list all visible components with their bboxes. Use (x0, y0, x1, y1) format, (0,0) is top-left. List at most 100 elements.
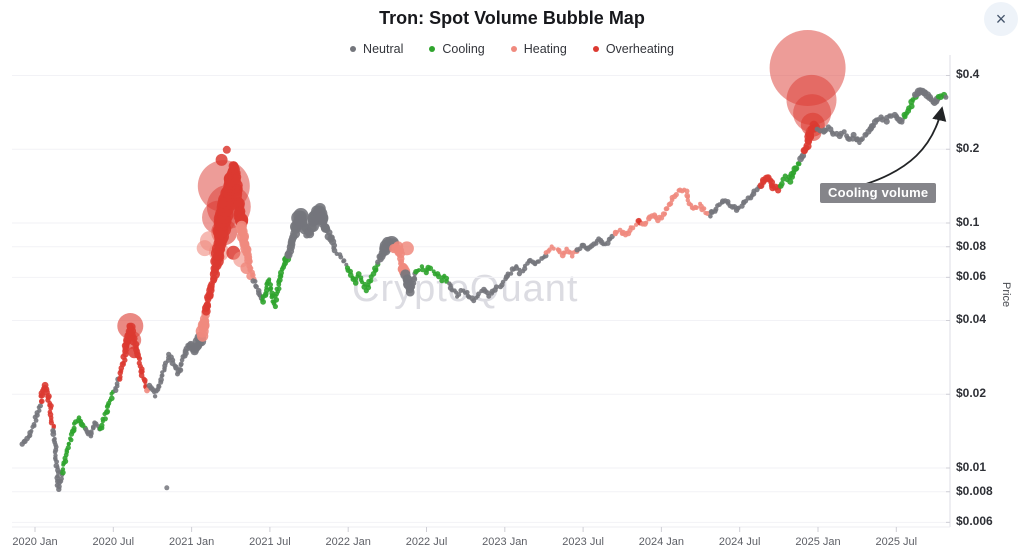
price-dot (60, 467, 66, 472)
price-dot (89, 429, 94, 435)
price-dot (177, 367, 182, 372)
price-dot (253, 279, 258, 284)
price-dot (68, 436, 73, 441)
price-dot (104, 408, 111, 415)
price-dots (19, 87, 949, 492)
price-dot (50, 431, 57, 437)
price-dot (272, 303, 278, 310)
price-dot (493, 284, 499, 290)
price-dot (708, 214, 713, 219)
price-dot (557, 250, 562, 255)
price-dot (159, 373, 164, 378)
price-dot (782, 173, 788, 179)
price-dot (48, 405, 54, 411)
price-dot (39, 399, 44, 404)
price-dot (713, 206, 719, 212)
price-dot (60, 469, 66, 476)
price-dot (694, 205, 699, 210)
price-dot (355, 271, 362, 277)
price-dot (59, 476, 64, 482)
price-dot (175, 371, 180, 377)
price-dot (276, 286, 282, 292)
price-dot (250, 272, 256, 278)
price-dot (102, 416, 108, 422)
price-dot (136, 356, 143, 362)
price-dot (943, 94, 949, 100)
price-dot (37, 403, 44, 409)
price-dot (551, 246, 556, 251)
price-dot (338, 254, 344, 260)
price-dot (253, 284, 259, 290)
volume-bubble (196, 240, 213, 257)
price-dot (268, 282, 274, 287)
price-dot (71, 425, 77, 431)
price-dot (152, 394, 158, 399)
price-dot (536, 259, 541, 264)
price-dot (341, 259, 346, 264)
price-dot (634, 222, 639, 227)
price-dot (644, 220, 649, 225)
close-button[interactable]: × (984, 2, 1018, 36)
price-dot (54, 459, 59, 465)
price-dot (841, 129, 847, 135)
price-dot (799, 152, 807, 159)
price-dot (52, 449, 58, 455)
price-dot (158, 376, 164, 383)
price-dot (76, 415, 82, 421)
price-dot (99, 422, 105, 428)
price-dot (562, 250, 568, 255)
annotation-arrow (865, 106, 947, 185)
price-dot (156, 383, 161, 388)
price-dot (517, 267, 522, 272)
price-dot (664, 206, 670, 212)
price-dot (663, 211, 667, 216)
price-dot (486, 293, 492, 299)
price-dot (508, 271, 514, 276)
price-dot (427, 265, 434, 272)
price-dot (66, 441, 71, 446)
price-dot (668, 201, 674, 207)
price-dot (439, 278, 445, 284)
price-dot (685, 194, 690, 200)
price-dot (416, 268, 421, 273)
price-dot (56, 483, 62, 490)
price-dot (859, 136, 865, 142)
price-dot (547, 247, 552, 252)
price-dot (476, 291, 481, 297)
price-dot (114, 381, 120, 387)
price-dot (31, 422, 37, 427)
price-dot (29, 429, 34, 433)
price-dot (823, 127, 829, 133)
price-dot (143, 380, 148, 385)
price-dot (568, 250, 573, 255)
price-dot (701, 206, 707, 212)
price-dot (37, 408, 42, 413)
price-dot (109, 395, 115, 402)
price-dot (516, 271, 523, 277)
price-dot (796, 161, 802, 167)
price-dot (464, 290, 470, 295)
price-dot (118, 374, 123, 379)
price-dot (65, 445, 71, 451)
volume-bubble (164, 485, 170, 491)
price-dot (787, 178, 794, 185)
price-dot (684, 188, 690, 194)
price-dot (246, 258, 253, 265)
price-dot (456, 292, 462, 297)
gridlines (12, 74, 950, 523)
price-dot (793, 165, 800, 172)
price-dot (850, 131, 857, 138)
price-dot (500, 279, 506, 285)
volume-bubbles (117, 30, 846, 491)
volume-bubble (222, 145, 231, 154)
price-dot (630, 225, 636, 231)
price-dot (673, 192, 679, 198)
price-dot (412, 275, 417, 281)
price-dot (436, 273, 442, 280)
price-dot (203, 301, 211, 308)
price-dot (267, 286, 273, 292)
price-dot (908, 103, 915, 110)
price-dot (178, 361, 184, 367)
